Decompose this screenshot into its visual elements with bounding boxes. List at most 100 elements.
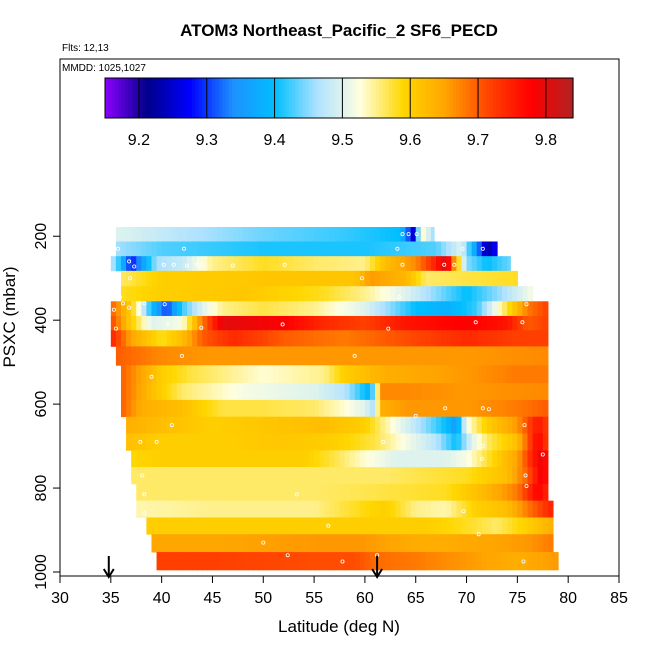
heatmap-cell	[466, 450, 473, 468]
sample-point	[479, 456, 484, 461]
heatmap-cell	[537, 383, 544, 401]
heatmap-cell	[532, 346, 539, 366]
heatmap-cell	[319, 346, 325, 366]
heatmap-cell	[466, 399, 473, 418]
colorbar-segment	[472, 78, 477, 118]
heatmap-cell	[131, 270, 137, 287]
heatmap-cell	[217, 383, 224, 401]
heatmap-cell	[161, 270, 168, 287]
heatmap-cell	[166, 301, 173, 317]
sample-point	[400, 232, 405, 237]
heatmap-cell	[354, 467, 361, 485]
heatmap-cell	[146, 315, 153, 331]
heatmap-cell	[507, 517, 513, 535]
heatmap-cell	[436, 346, 442, 366]
heatmap-cell	[512, 450, 518, 468]
colorbar-segment	[486, 78, 491, 118]
heatmap-cell	[466, 467, 473, 485]
heatmap-cell	[329, 483, 336, 502]
heatmap-cell	[415, 552, 422, 571]
heatmap-cell	[400, 383, 407, 401]
heatmap-cell	[349, 416, 356, 434]
heatmap-cell	[298, 467, 305, 485]
heatmap-cell	[151, 467, 158, 485]
heatmap-cell	[217, 467, 224, 485]
colorbar-segment	[422, 78, 427, 118]
heatmap-cell	[120, 315, 127, 331]
heatmap-cell	[537, 301, 544, 317]
heatmap-cell	[268, 330, 275, 347]
heatmap-cell	[202, 241, 208, 257]
heatmap-cell	[380, 416, 386, 434]
heatmap-cell	[339, 241, 346, 257]
heatmap-cell	[507, 301, 513, 317]
sample-point	[142, 301, 147, 306]
heatmap-cell	[207, 256, 214, 272]
heatmap-cell	[339, 346, 346, 366]
heatmap-cell	[471, 270, 478, 287]
heatmap-cell	[120, 330, 127, 347]
colorbar-segment	[442, 78, 447, 118]
heatmap-cell	[227, 227, 234, 242]
heatmap-cell	[395, 467, 402, 485]
heatmap-cell	[415, 286, 422, 302]
heatmap-cell	[354, 315, 361, 331]
heatmap-cell	[141, 450, 147, 468]
heatmap-cell	[446, 241, 452, 257]
heatmap-cell	[436, 500, 442, 518]
heatmap-cell	[171, 286, 178, 302]
heatmap-cell	[278, 256, 285, 272]
heatmap-cell	[359, 241, 366, 257]
heatmap-cell	[298, 552, 305, 571]
colorbar-segment	[482, 78, 487, 118]
heatmap-cell	[248, 450, 254, 468]
heatmap-cell	[349, 365, 356, 384]
heatmap-cell	[242, 241, 249, 257]
heatmap-cell	[314, 467, 320, 485]
heatmap-cell	[227, 483, 234, 502]
heatmap-cell	[364, 534, 371, 553]
heatmap-cell	[126, 330, 132, 347]
heatmap-cell	[375, 301, 381, 317]
heatmap-cell	[187, 365, 193, 384]
heatmap-cell	[522, 315, 529, 331]
heatmap-cell	[364, 315, 371, 331]
heatmap-cell	[385, 286, 391, 302]
heatmap-cell	[380, 346, 386, 366]
heatmap-cell	[258, 256, 264, 272]
heatmap-cell	[227, 315, 234, 331]
heatmap-cell	[253, 301, 259, 317]
heatmap-cell	[268, 416, 275, 434]
sample-point	[261, 540, 266, 545]
heatmap-cell	[176, 365, 183, 384]
heatmap-cell	[486, 433, 493, 451]
heatmap-cell	[202, 534, 208, 553]
colorbar-segment	[131, 78, 136, 118]
heatmap-cell	[273, 467, 280, 485]
heatmap-cell	[456, 315, 463, 331]
heatmap-cell	[334, 467, 341, 485]
colorbar-segment	[522, 78, 527, 118]
heatmap-cell	[344, 552, 351, 571]
heatmap-cell	[512, 517, 518, 535]
heatmap-cell	[461, 450, 468, 468]
heatmap-cell	[486, 241, 493, 257]
heatmap-cell	[446, 301, 452, 317]
heatmap-cell	[512, 500, 518, 518]
heatmap-cell	[410, 450, 417, 468]
heatmap-cell	[436, 383, 442, 401]
heatmap-cell	[319, 552, 325, 571]
colorbar-segment	[178, 78, 183, 118]
heatmap-cell	[461, 483, 468, 502]
heatmap-cell	[278, 467, 285, 485]
heatmap-cell	[334, 416, 341, 434]
heatmap-cell	[309, 365, 315, 384]
sample-point	[480, 406, 485, 411]
heatmap-cell	[369, 256, 376, 272]
heatmap-cell	[517, 450, 524, 468]
heatmap-cell	[390, 416, 396, 434]
heatmap-cell	[263, 270, 269, 287]
heatmap-cell	[187, 534, 193, 553]
heatmap-cell	[192, 534, 198, 553]
heatmap-cell	[293, 534, 300, 553]
